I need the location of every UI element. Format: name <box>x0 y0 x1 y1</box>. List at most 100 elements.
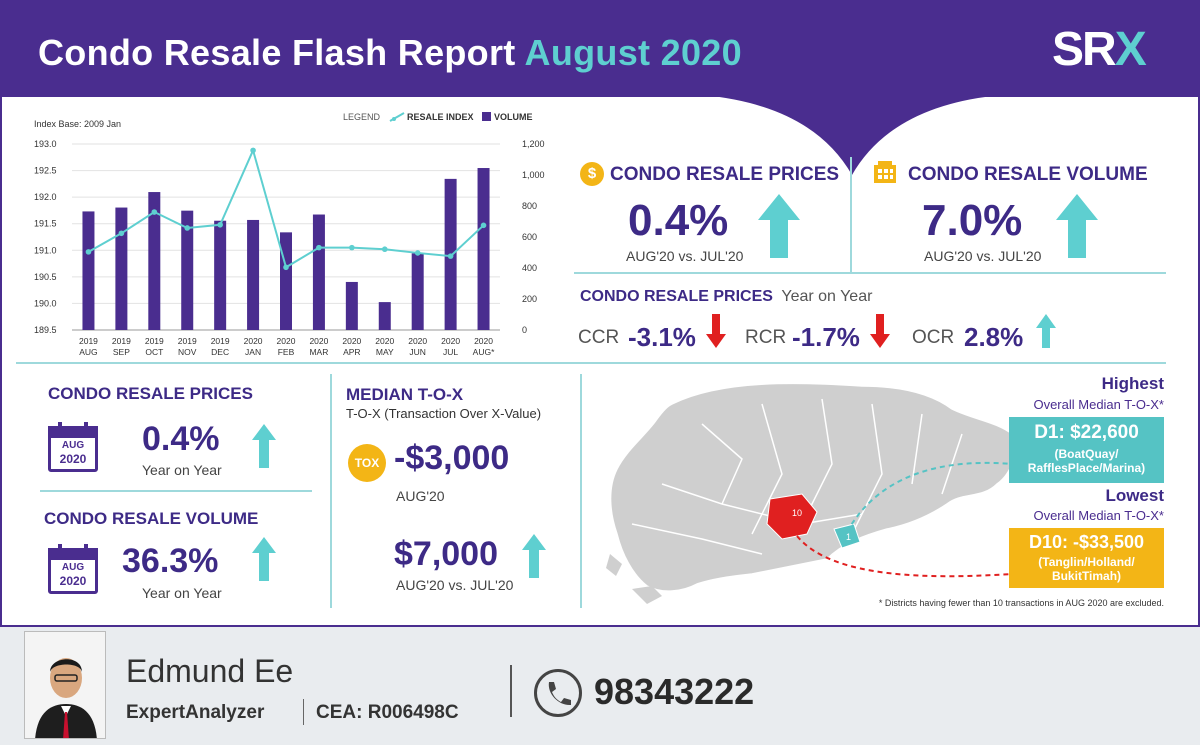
agent-phone[interactable]: 98343222 <box>594 671 755 712</box>
ccr-down-arrow-icon <box>706 314 726 348</box>
highest-title: Highest <box>1101 374 1164 393</box>
resale-index-line <box>85 147 487 271</box>
kpi-volume-heading: CONDO RESALE VOLUME <box>908 164 1148 185</box>
agent-info-divider <box>303 699 304 725</box>
tox-heading: MEDIAN T-O-X <box>346 385 464 404</box>
x-tick-year: 2019 <box>79 336 98 346</box>
left-axis-ticks: 193.0 192.5 192.0 191.5 191.0 190.5 190.0 189.5 <box>34 139 57 335</box>
highest-sub: Overall Median T-O-X* <box>1033 397 1164 412</box>
kpi-volume-sub: AUG'20 vs. JUL'20 <box>924 248 1042 264</box>
yoy-prices-up-arrow-icon <box>252 424 276 468</box>
resale-index-point <box>480 222 487 229</box>
calendar-year: 2020 <box>59 452 87 466</box>
resale-index-point <box>250 147 256 154</box>
volume-bar <box>214 220 227 330</box>
x-tick-month: JUN <box>409 347 426 357</box>
lowest-value: D10: -$33,500 <box>1028 532 1145 552</box>
left-tick-label: 192.0 <box>34 192 57 202</box>
left-tick-label: 193.0 <box>34 139 57 149</box>
x-tick-month: FEB <box>278 347 295 357</box>
right-tick-label: 200 <box>522 294 537 304</box>
yoy-volume-heading: CONDO RESALE VOLUME <box>44 509 259 528</box>
kpi-volume-value: 7.0% <box>922 196 1023 245</box>
left-tick-label: 191.0 <box>34 245 57 255</box>
calendar-icon: AUG 2020 <box>48 422 98 472</box>
ocr-label: OCR <box>912 327 955 348</box>
left-tick-label: 191.5 <box>34 219 57 229</box>
kpi-divider <box>850 157 852 272</box>
x-tick-year: 2020 <box>474 336 493 346</box>
ocr-value: 2.8% <box>964 322 1024 352</box>
legend-title: LEGEND <box>343 112 381 122</box>
kpi-prices-heading: CONDO RESALE PRICES <box>610 164 840 185</box>
tox-up-arrow-icon <box>522 534 546 578</box>
yoy-volume-sub: Year on Year <box>142 585 222 601</box>
yoy-heading-suffix: Year on Year <box>781 288 873 305</box>
agent-footer: Edmund Ee ExpertAnalyzer CEA: R006498C 9… <box>0 627 1200 745</box>
resale-index-point <box>283 264 289 271</box>
yoy-prices-value: 0.4% <box>142 420 220 458</box>
agent-cea: CEA: R006498C <box>316 702 459 723</box>
map-label-d1: 1 <box>846 532 851 542</box>
calendar-month: AUG <box>61 440 85 451</box>
lowest-title: Lowest <box>1105 486 1164 505</box>
resale-index-point <box>184 225 191 231</box>
left-tick-label: 190.5 <box>34 272 57 282</box>
logo-main: SR <box>1052 23 1117 76</box>
volume-bar <box>312 214 325 330</box>
rcr-label: RCR <box>745 327 787 348</box>
ccr-label: CCR <box>578 327 620 348</box>
x-axis-ticks: 2019AUG2019SEP2019OCT2019NOV2019DEC2020J… <box>79 336 495 357</box>
x-tick-year: 2020 <box>309 336 328 346</box>
x-tick-year: 2019 <box>178 336 197 346</box>
header-notch <box>702 95 1002 175</box>
x-tick-year: 2019 <box>112 336 131 346</box>
volume-bar <box>378 302 391 330</box>
legend-line-label: RESALE INDEX <box>407 112 474 122</box>
x-tick-year: 2020 <box>375 336 394 346</box>
right-tick-label: 1,200 <box>522 139 545 149</box>
x-tick-month: SEP <box>113 347 130 357</box>
legend-bar-swatch <box>482 112 491 121</box>
section-divider <box>16 362 1166 364</box>
lowest-area2: BukitTimah) <box>1051 569 1122 583</box>
resale-index-point <box>85 249 92 255</box>
volume-up-arrow-icon <box>1056 194 1098 258</box>
ccr-value: -3.1% <box>628 322 696 352</box>
report-frame: Condo Resale Flash Report August 2020 SR… <box>0 0 1200 627</box>
x-tick-month: AUG* <box>473 347 495 357</box>
x-tick-year: 2020 <box>277 336 296 346</box>
tox-subheading: T-O-X (Transaction Over X-Value) <box>346 406 542 421</box>
lower-left-divider <box>40 490 312 492</box>
resale-index-point <box>414 250 421 256</box>
legend-line-icon <box>389 112 405 122</box>
calendar-year: 2020 <box>59 574 87 588</box>
right-tick-label: 600 <box>522 232 537 242</box>
calendar-icon: AUG 2020 <box>48 544 98 594</box>
right-tick-label: 1,000 <box>522 170 545 180</box>
tox-value: -$3,000 <box>394 439 510 477</box>
resale-index-point <box>151 209 158 215</box>
prices-up-arrow-icon <box>758 194 800 258</box>
x-tick-month: JUL <box>443 347 458 357</box>
map-label-d10: 10 <box>792 508 802 518</box>
tox-change-sub: AUG'20 vs. JUL'20 <box>396 577 514 593</box>
x-tick-month: JAN <box>245 347 261 357</box>
volume-bars <box>82 168 490 330</box>
x-tick-year: 2019 <box>211 336 230 346</box>
highest-box: D1: $22,600 (BoatQuay/ RafflesPlace/Mari… <box>1009 417 1164 483</box>
index-base-label: Index Base: 2009 Jan <box>34 119 121 129</box>
volume-bar <box>477 168 490 330</box>
x-tick-year: 2019 <box>145 336 164 346</box>
srx-logo: SRX <box>1052 22 1147 77</box>
yoy-heading: CONDO RESALE PRICES <box>580 288 773 305</box>
right-tick-label: 0 <box>522 325 527 335</box>
calendar-month: AUG <box>61 562 85 573</box>
phone-icon[interactable] <box>534 669 582 717</box>
right-tick-label: 400 <box>522 263 537 273</box>
x-tick-month: AUG <box>79 347 97 357</box>
yoy-prices-heading: CONDO RESALE PRICES <box>48 384 253 403</box>
kpi-yoy-divider <box>574 272 1166 274</box>
highest-area1: (BoatQuay/ <box>1054 447 1119 461</box>
header-banner: Condo Resale Flash Report August 2020 SR… <box>2 2 1198 97</box>
